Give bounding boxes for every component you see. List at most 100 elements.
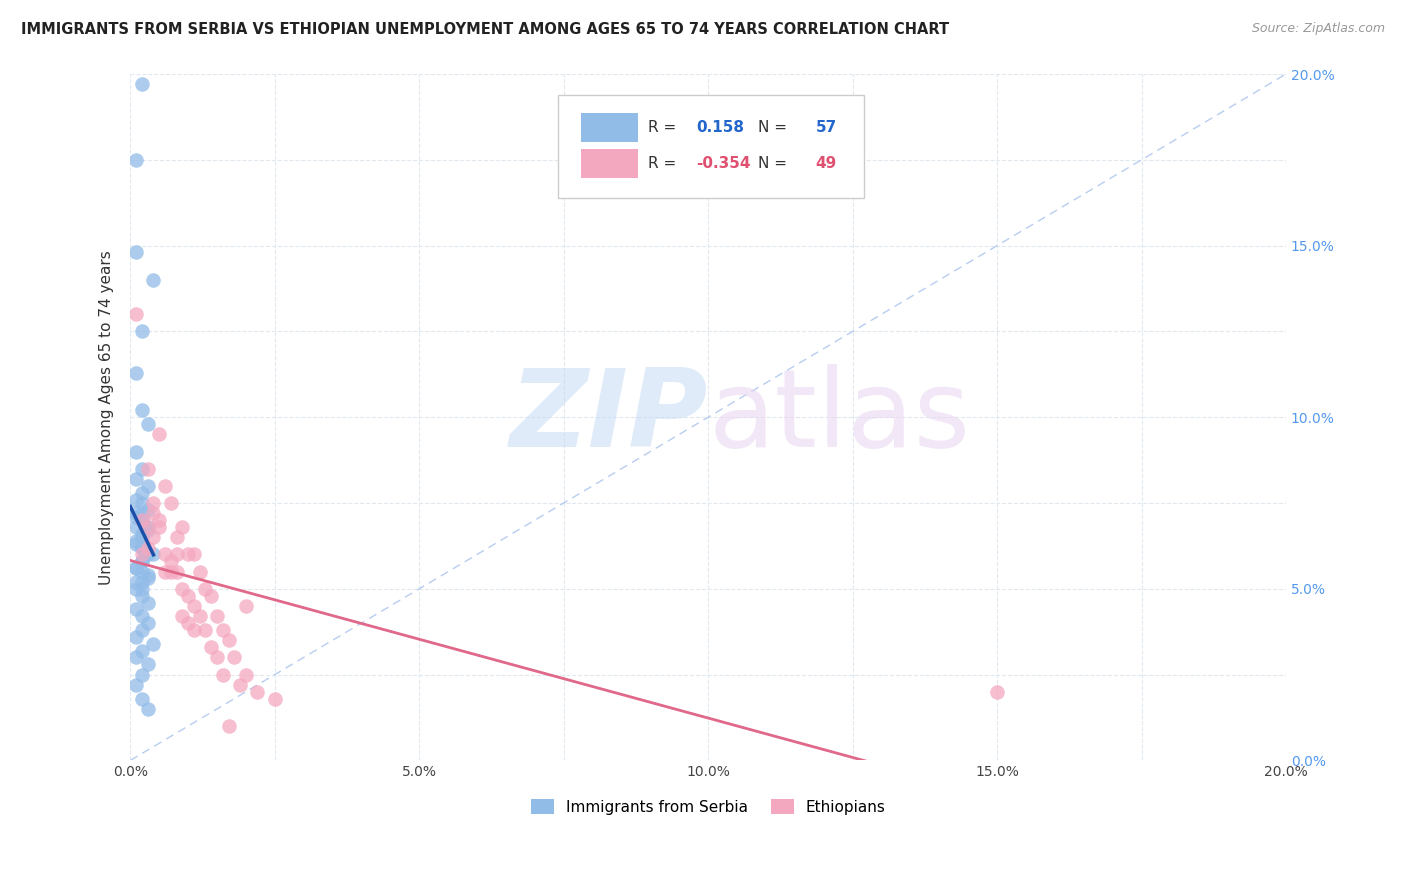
Point xyxy=(131,506,153,520)
Point xyxy=(131,530,153,544)
Point xyxy=(200,640,222,654)
Point xyxy=(131,548,153,562)
Point xyxy=(172,520,194,534)
Point xyxy=(205,650,228,665)
FancyBboxPatch shape xyxy=(558,95,865,197)
Point xyxy=(131,496,153,510)
Point xyxy=(211,623,233,637)
Text: 0.158: 0.158 xyxy=(696,120,745,135)
Point xyxy=(131,403,153,417)
Point xyxy=(131,554,153,568)
Text: -0.354: -0.354 xyxy=(696,156,751,170)
Point xyxy=(153,479,176,493)
Point xyxy=(125,509,148,524)
Point xyxy=(131,513,153,527)
Point xyxy=(131,485,153,500)
Legend: Immigrants from Serbia, Ethiopians: Immigrants from Serbia, Ethiopians xyxy=(530,798,886,814)
Point xyxy=(125,537,148,551)
Point xyxy=(188,565,211,579)
Point xyxy=(125,533,148,548)
Y-axis label: Unemployment Among Ages 65 to 74 years: Unemployment Among Ages 65 to 74 years xyxy=(100,250,114,584)
Point xyxy=(224,650,246,665)
Point xyxy=(200,589,222,603)
Text: IMMIGRANTS FROM SERBIA VS ETHIOPIAN UNEMPLOYMENT AMONG AGES 65 TO 74 YEARS CORRE: IMMIGRANTS FROM SERBIA VS ETHIOPIAN UNEM… xyxy=(21,22,949,37)
Point xyxy=(125,472,148,486)
Point xyxy=(153,565,176,579)
Point xyxy=(142,273,165,287)
Point xyxy=(136,520,159,534)
FancyBboxPatch shape xyxy=(581,149,638,178)
Point xyxy=(172,582,194,596)
Point xyxy=(183,548,205,562)
Point xyxy=(125,520,148,534)
Point xyxy=(136,541,159,555)
Text: 49: 49 xyxy=(815,156,837,170)
Point xyxy=(125,561,148,575)
Point xyxy=(177,589,200,603)
Point xyxy=(125,366,148,380)
Point xyxy=(986,685,1008,699)
Point xyxy=(125,506,148,520)
Point xyxy=(166,530,188,544)
Point xyxy=(136,616,159,631)
Text: N =: N = xyxy=(758,120,792,135)
Point xyxy=(136,702,159,716)
Point xyxy=(166,548,188,562)
Point xyxy=(142,506,165,520)
Text: ZIP: ZIP xyxy=(510,364,709,470)
Point xyxy=(125,678,148,692)
Point xyxy=(131,667,153,681)
Point xyxy=(172,609,194,624)
Text: N =: N = xyxy=(758,156,792,170)
Point xyxy=(136,503,159,517)
Point xyxy=(177,616,200,631)
Point xyxy=(131,541,153,555)
Point xyxy=(218,633,240,648)
Point xyxy=(136,479,159,493)
Point xyxy=(142,637,165,651)
Point xyxy=(131,554,153,568)
Point xyxy=(125,574,148,589)
Point xyxy=(194,582,217,596)
Point xyxy=(131,78,153,92)
Point xyxy=(125,582,148,596)
Point xyxy=(136,657,159,672)
Point xyxy=(263,691,285,706)
Point xyxy=(159,554,181,568)
Point xyxy=(131,513,153,527)
Point xyxy=(159,496,181,510)
Text: R =: R = xyxy=(648,156,682,170)
Point xyxy=(131,541,153,555)
Point xyxy=(211,667,233,681)
Point xyxy=(136,524,159,538)
Point xyxy=(229,678,252,692)
Text: Source: ZipAtlas.com: Source: ZipAtlas.com xyxy=(1251,22,1385,36)
FancyBboxPatch shape xyxy=(581,113,638,142)
Text: 57: 57 xyxy=(815,120,837,135)
Point xyxy=(205,609,228,624)
Point xyxy=(136,548,159,562)
Point xyxy=(136,595,159,609)
Point xyxy=(131,623,153,637)
Point xyxy=(131,582,153,596)
Point xyxy=(131,574,153,589)
Point xyxy=(166,565,188,579)
Point xyxy=(142,548,165,562)
Point xyxy=(131,643,153,657)
Point xyxy=(131,461,153,475)
Point xyxy=(246,685,269,699)
Text: R =: R = xyxy=(648,120,682,135)
Point xyxy=(142,496,165,510)
Point xyxy=(218,719,240,733)
Point xyxy=(148,513,170,527)
Point xyxy=(125,650,148,665)
Point xyxy=(188,609,211,624)
Point xyxy=(136,572,159,586)
Text: atlas: atlas xyxy=(709,364,970,470)
Point xyxy=(153,548,176,562)
Point xyxy=(125,561,148,575)
Point xyxy=(125,245,148,260)
Point xyxy=(125,602,148,616)
Point xyxy=(131,325,153,339)
Point xyxy=(125,153,148,167)
